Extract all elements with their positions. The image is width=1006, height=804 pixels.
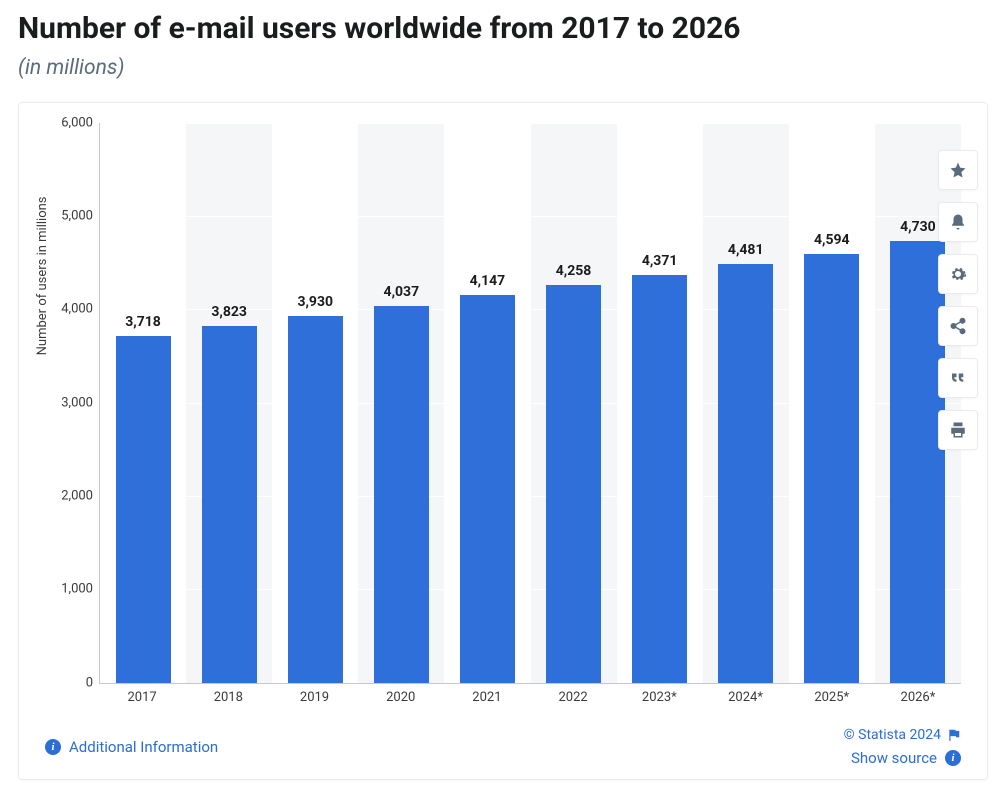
bar-slot: 3,718: [100, 123, 186, 683]
y-tick: 2,000: [61, 488, 93, 503]
x-axis-line: [99, 683, 961, 684]
y-tick: 4,000: [61, 302, 93, 317]
info-icon: i: [45, 739, 61, 755]
bar[interactable]: 4,147: [460, 295, 515, 682]
bar[interactable]: 3,718: [116, 336, 171, 683]
attribution-link[interactable]: © Statista 2024: [844, 727, 961, 743]
y-tick: 0: [86, 675, 93, 690]
bars-container: 3,718 3,823 3,930 4,037 4,147 4,258 4,371 4,481…: [100, 123, 961, 683]
bar-value-label: 3,718: [125, 314, 161, 330]
bar-value-label: 4,371: [642, 253, 678, 269]
x-axis: 2017201820192020202120222023*2024*2025*2…: [99, 690, 961, 705]
chart-card: Number of users in millions 01,0002,0003…: [18, 102, 988, 780]
x-tick: 2025*: [789, 690, 875, 705]
bar[interactable]: 3,930: [288, 316, 343, 683]
favorite-button[interactable]: [938, 150, 978, 190]
bar-slot: 4,371: [617, 123, 703, 683]
y-tick: 6,000: [61, 115, 93, 130]
bar-value-label: 4,147: [470, 273, 506, 289]
show-source-label: Show source: [851, 749, 937, 767]
page-title: Number of e-mail users worldwide from 20…: [18, 10, 988, 48]
cite-button[interactable]: [938, 358, 978, 398]
chart-area: Number of users in millions 01,0002,0003…: [45, 123, 961, 683]
x-tick: 2019: [271, 690, 357, 705]
y-tick: 3,000: [61, 395, 93, 410]
flag-icon: [947, 728, 961, 742]
attribution-label: © Statista 2024: [844, 727, 941, 743]
y-tick: 1,000: [61, 582, 93, 597]
gear-icon: [949, 265, 967, 283]
show-source-link[interactable]: Show source i: [851, 749, 961, 767]
share-button[interactable]: [938, 306, 978, 346]
print-icon: [949, 421, 967, 439]
bar[interactable]: 3,823: [202, 326, 257, 683]
bar-slot: 4,147: [444, 123, 530, 683]
bar[interactable]: 4,594: [804, 254, 859, 683]
info-icon: i: [945, 750, 961, 766]
bar-value-label: 4,037: [384, 284, 420, 300]
star-icon: [949, 161, 967, 179]
bar-value-label: 3,823: [211, 304, 247, 320]
notify-button[interactable]: [938, 202, 978, 242]
quote-icon: [949, 369, 967, 387]
y-axis: 01,0002,0003,0004,0005,0006,000: [45, 123, 99, 683]
title-block: Number of e-mail users worldwide from 20…: [0, 0, 1006, 86]
bar-slot: 4,594: [789, 123, 875, 683]
y-tick: 5,000: [61, 208, 93, 223]
bar[interactable]: 4,037: [374, 306, 429, 683]
card-footer: i Additional Information © Statista 2024…: [45, 727, 961, 767]
x-tick: 2021: [444, 690, 530, 705]
bar-value-label: 3,930: [297, 294, 333, 310]
bar-slot: 4,037: [358, 123, 444, 683]
bar[interactable]: 4,371: [632, 275, 687, 683]
page-subtitle: (in millions): [18, 56, 988, 80]
bar[interactable]: 4,481: [718, 264, 773, 682]
additional-info-label: Additional Information: [69, 738, 218, 756]
x-tick: 2017: [99, 690, 185, 705]
x-tick: 2026*: [875, 690, 961, 705]
x-tick: 2020: [358, 690, 444, 705]
x-tick: 2018: [185, 690, 271, 705]
bar-value-label: 4,258: [556, 263, 592, 279]
action-rail: [938, 150, 978, 450]
footer-right: © Statista 2024 Show source i: [844, 727, 961, 767]
plot-region: 3,718 3,823 3,930 4,037 4,147 4,258 4,371 4,481…: [99, 123, 961, 683]
x-tick: 2024*: [702, 690, 788, 705]
bar-value-label: 4,594: [814, 232, 850, 248]
bar-slot: 4,258: [530, 123, 616, 683]
additional-info-link[interactable]: i Additional Information: [45, 738, 218, 756]
bar-value-label: 4,730: [900, 219, 936, 235]
print-button[interactable]: [938, 410, 978, 450]
x-tick: 2023*: [616, 690, 702, 705]
bar-slot: 4,481: [703, 123, 789, 683]
x-tick: 2022: [530, 690, 616, 705]
share-icon: [949, 317, 967, 335]
bar-slot: 3,930: [272, 123, 358, 683]
bar[interactable]: 4,258: [546, 285, 601, 682]
bar-value-label: 4,481: [728, 242, 764, 258]
settings-button[interactable]: [938, 254, 978, 294]
bell-icon: [949, 213, 967, 231]
bar-slot: 3,823: [186, 123, 272, 683]
